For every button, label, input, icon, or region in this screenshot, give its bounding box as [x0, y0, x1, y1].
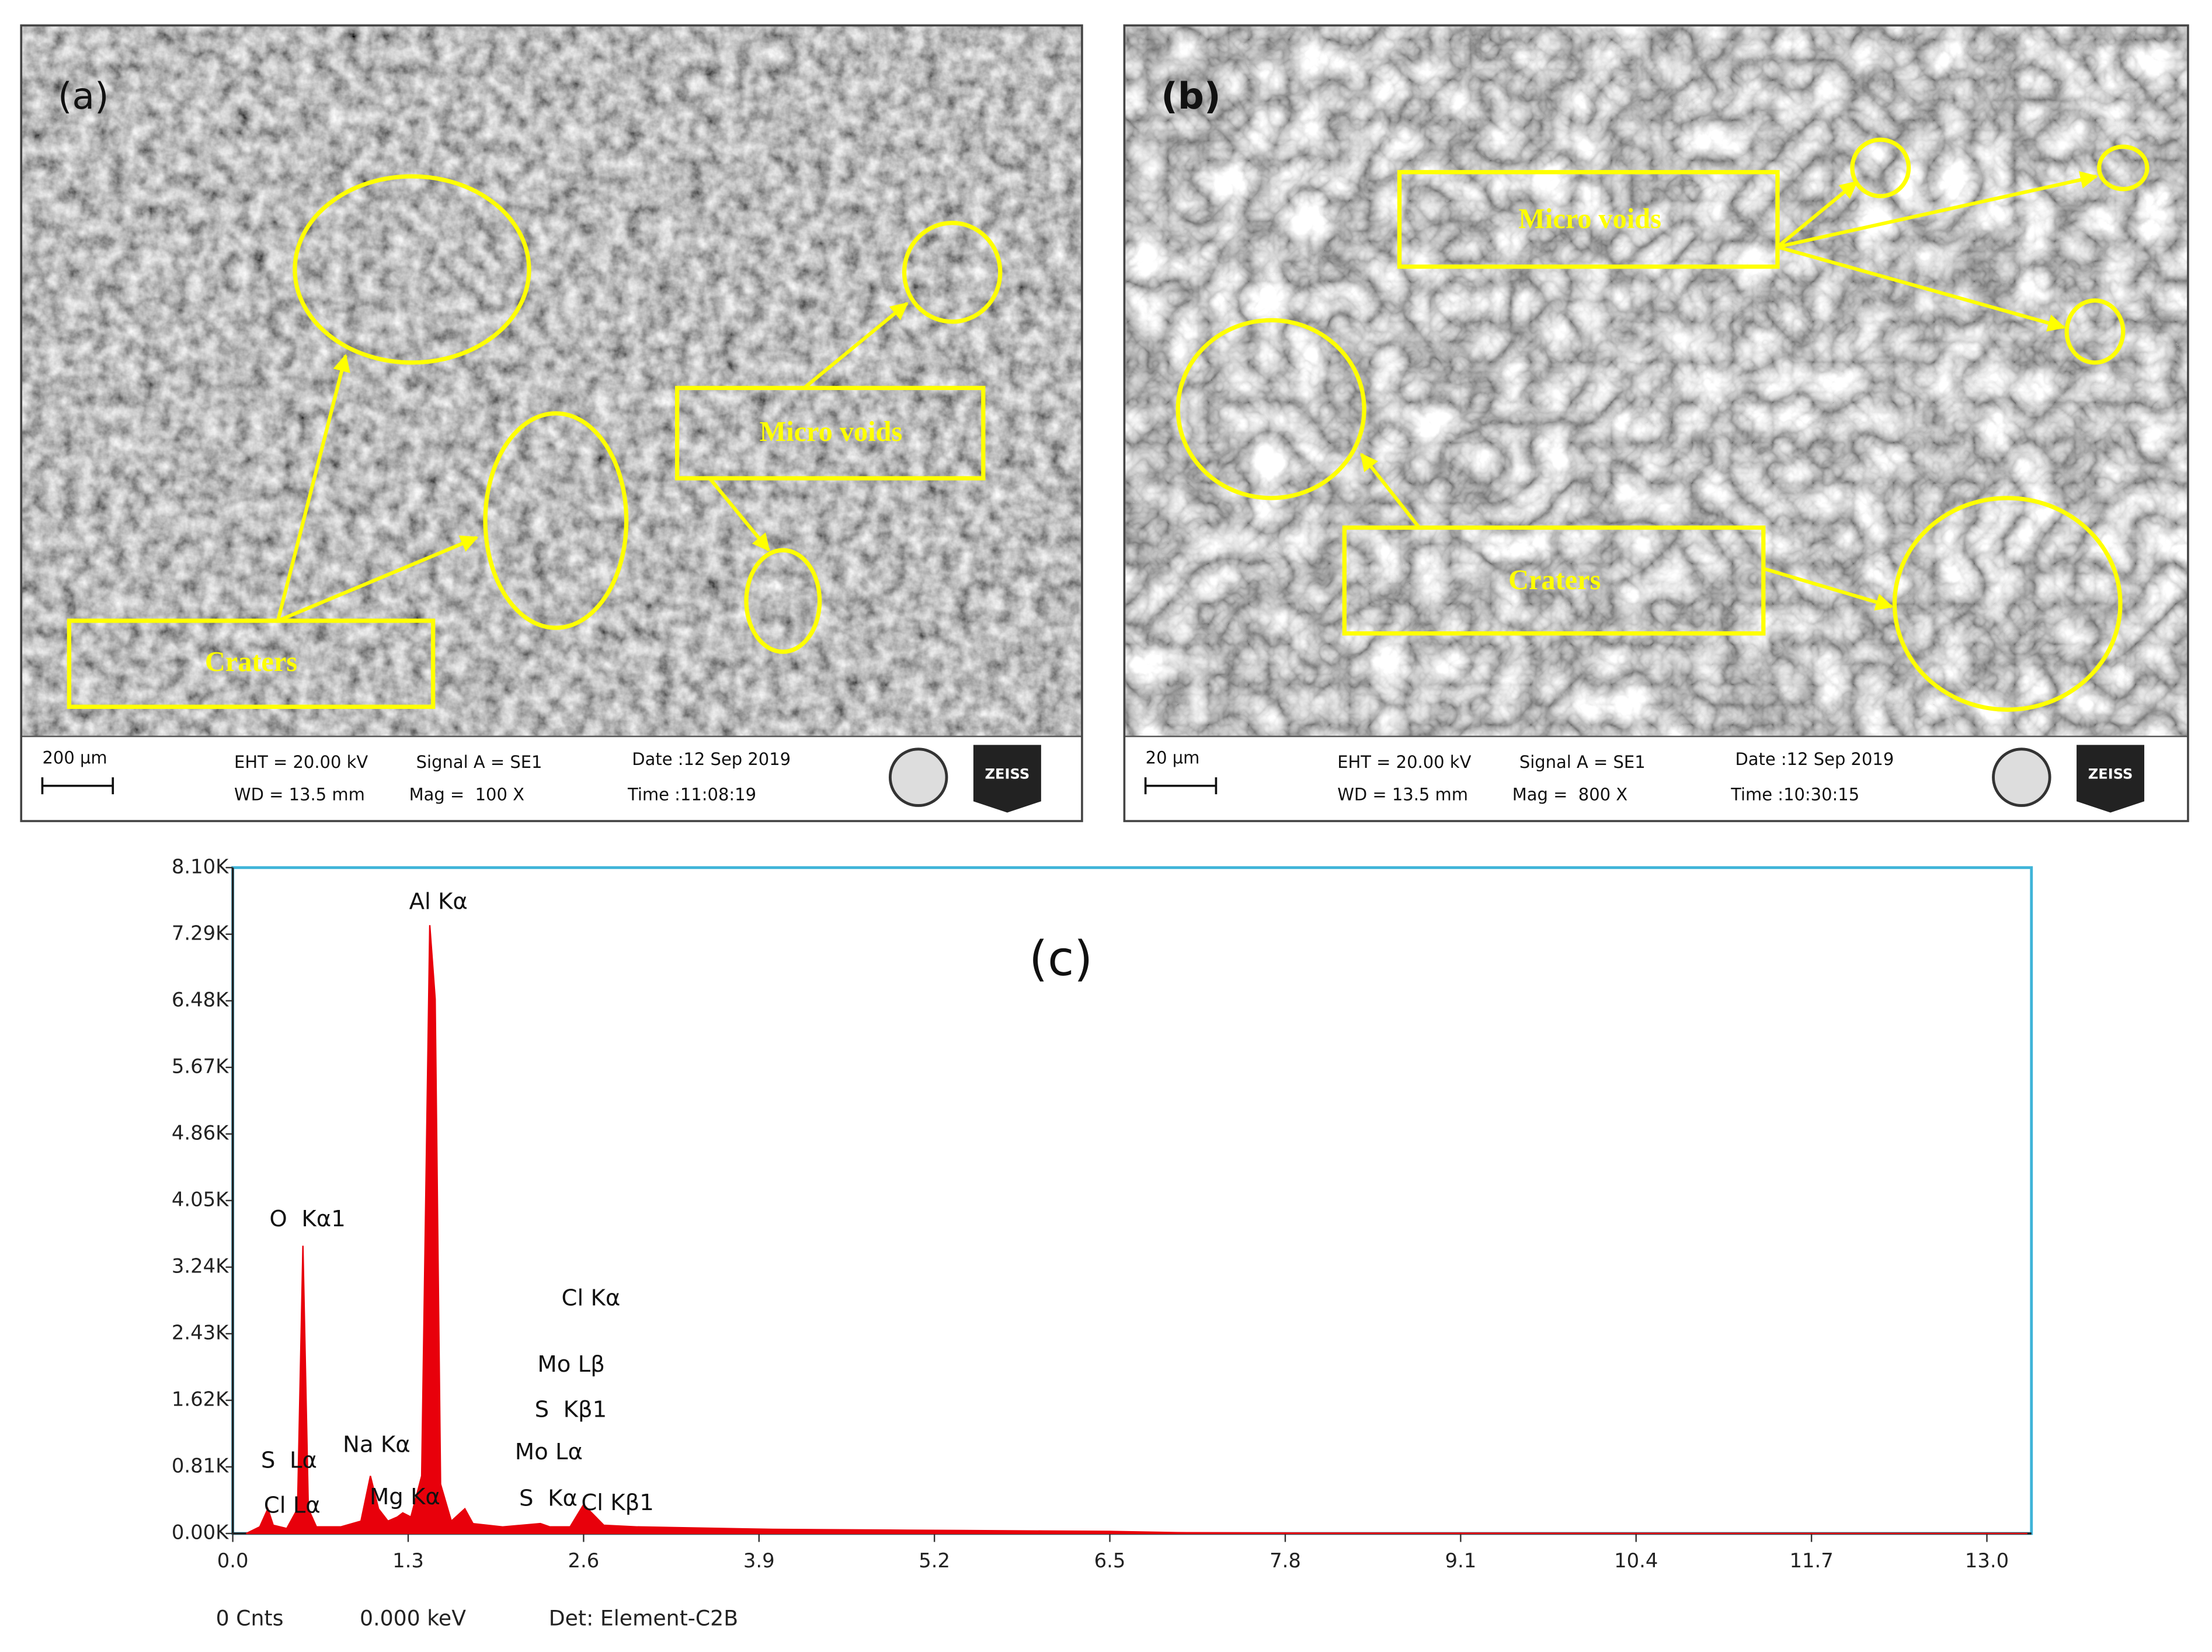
instrument-info: Mag = 800 X — [1512, 785, 1627, 805]
spectrum — [246, 925, 2027, 1535]
y-tick-label: 0.00K — [172, 1521, 229, 1544]
scale-bar — [41, 777, 114, 795]
highlight-ellipse — [293, 174, 531, 365]
instrument-info: EHT = 20.00 kV — [1337, 752, 1471, 772]
panel-frame — [20, 24, 1083, 822]
y-tick-label: 6.48K — [172, 988, 229, 1011]
sem-panel: (a) Craters Micro voids 200 µm EHT = 20.00 k… — [20, 24, 1083, 822]
peak-label: Cl Lα — [264, 1493, 321, 1519]
instrument-info: Mag = 100 X — [409, 785, 524, 805]
institute-logo — [1992, 747, 2051, 807]
footer-text: 0 Cnts — [216, 1605, 284, 1630]
x-tick-label: 3.9 — [743, 1549, 775, 1572]
highlight-ellipse — [2064, 298, 2126, 365]
sem-panel: (b) Micro voids Craters 20 µm EHT = 20.00 kV… — [1123, 24, 2189, 822]
panel-label: (c) — [1029, 931, 1093, 987]
peak-label: Mo Lβ — [537, 1351, 604, 1378]
annotation-box — [674, 385, 986, 481]
y-tick-label: 0.81K — [172, 1455, 229, 1477]
x-tick-label: 9.1 — [1445, 1549, 1476, 1572]
plot-frame — [231, 866, 2033, 1535]
highlight-ellipse — [902, 221, 1003, 324]
instrument-info: WD = 13.5 mm — [1337, 785, 1468, 805]
x-tick-label: 6.5 — [1094, 1549, 1126, 1572]
panel-label: (a) — [58, 75, 109, 117]
highlight-ellipse — [1175, 318, 1366, 500]
y-tick-label: 7.29K — [172, 921, 229, 944]
annotation-label: Craters — [1508, 565, 1601, 596]
highlight-ellipse — [483, 411, 629, 630]
sem-image — [21, 25, 1082, 737]
peak-label: Mo Lα — [515, 1439, 583, 1465]
instrument-info: WD = 13.5 mm — [234, 785, 365, 805]
footer-text: Det: Element-C2B — [549, 1605, 738, 1630]
annotation-arrow — [1776, 180, 1858, 249]
y-tick-label: 3.24K — [172, 1254, 229, 1277]
y-tick-label: 4.05K — [172, 1188, 229, 1211]
peak-label: O Kα1 — [269, 1206, 345, 1232]
y-tick-label: 2.43K — [172, 1321, 229, 1344]
peak-label: Na Kα — [343, 1432, 411, 1458]
peak-label: Cl Kβ1 — [581, 1490, 654, 1516]
x-tick-label: 0.0 — [217, 1549, 249, 1572]
scale-bar-label: 200 µm — [42, 748, 107, 768]
x-tick-label: 2.6 — [568, 1549, 600, 1572]
zeiss-logo: ZEISS — [985, 766, 1030, 782]
highlight-ellipse — [2097, 144, 2150, 192]
panel-label: (b) — [1161, 75, 1220, 117]
highlight-ellipse — [744, 548, 822, 654]
peak-label: S Kα — [519, 1486, 578, 1512]
instrument-info: Date :12 Sep 2019 — [632, 749, 791, 769]
annotation-arrow — [276, 353, 350, 621]
zeiss-logo: ZEISS — [2088, 766, 2133, 782]
instrument-info: Signal A = SE1 — [416, 752, 542, 772]
annotation-arrow — [1762, 566, 1894, 611]
peak-label: S Lα — [261, 1447, 317, 1473]
highlight-ellipse — [1892, 496, 2123, 712]
annotation-arrow — [803, 302, 909, 389]
instrument-info: Time :10:30:15 — [1730, 785, 1859, 805]
footer-text: 0.000 keV — [360, 1605, 466, 1630]
instrument-info: Time :11:08:19 — [627, 785, 756, 805]
annotation-arrow — [1777, 245, 2066, 332]
x-tick-label: 1.3 — [392, 1549, 424, 1572]
x-tick-label: 13.0 — [1965, 1549, 2009, 1572]
x-tick-label: 11.7 — [1789, 1549, 1833, 1572]
instrument-info: EHT = 20.00 kV — [234, 752, 368, 772]
institute-logo — [888, 747, 948, 807]
panel-frame — [1123, 24, 2189, 822]
scale-bar — [1144, 777, 1218, 795]
annotation-label: Micro voids — [760, 416, 903, 447]
annotation-box — [1342, 525, 1766, 636]
x-tick-label: 10.4 — [1614, 1549, 1658, 1572]
scale-bar-label: 20 µm — [1146, 748, 1200, 768]
instrument-info: Signal A = SE1 — [1519, 752, 1646, 772]
zeiss-logo-shape — [2077, 745, 2145, 813]
x-tick-label: 7.8 — [1270, 1549, 1301, 1572]
zeiss-logo-shape — [973, 745, 1041, 813]
annotation-label: Micro voids — [1518, 203, 1661, 234]
highlight-ellipse — [1850, 137, 1911, 199]
annotation-arrow — [1359, 453, 1421, 529]
x-tick-label: 5.2 — [919, 1549, 950, 1572]
annotation-arrow — [277, 535, 479, 622]
y-tick-label: 8.10K — [172, 855, 229, 878]
sem-image — [1124, 25, 2188, 737]
peak-label: S Kβ1 — [535, 1396, 607, 1423]
instrument-info: Date :12 Sep 2019 — [1735, 749, 1894, 769]
annotation-label: Craters — [205, 646, 297, 677]
y-tick-label: 4.86K — [172, 1121, 229, 1144]
peak-label: Mg Kα — [370, 1484, 440, 1510]
annotation-box — [67, 618, 436, 709]
peak-label: Al Kα — [409, 889, 468, 915]
y-tick-label: 5.67K — [172, 1055, 229, 1077]
annotation-box — [1397, 170, 1780, 269]
peak-label: Cl Kα — [561, 1285, 620, 1312]
annotation-arrow — [708, 477, 770, 552]
annotation-arrow — [1777, 171, 2098, 249]
y-tick-label: 1.62K — [172, 1387, 229, 1410]
